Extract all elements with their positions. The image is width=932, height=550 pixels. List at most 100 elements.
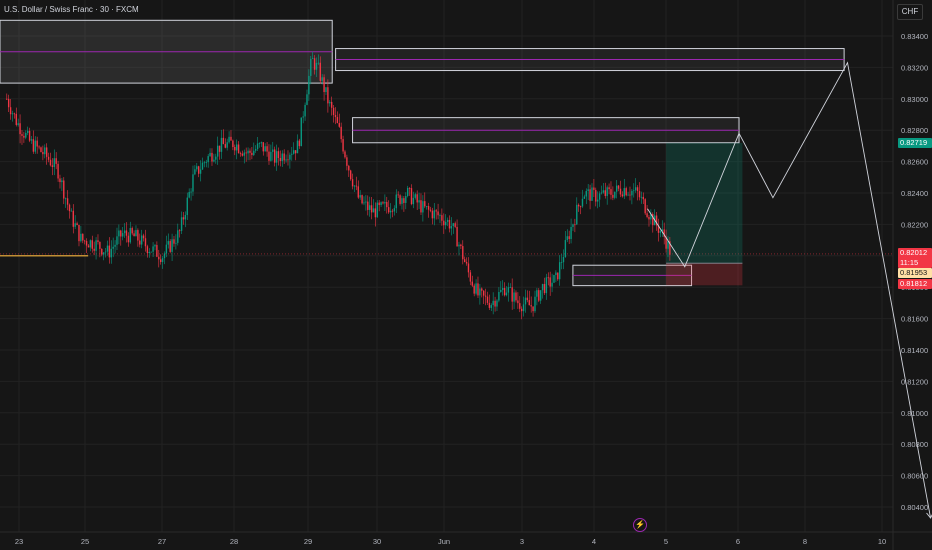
- y-tick-label: 0.81400: [901, 346, 928, 355]
- candle-body: [557, 272, 559, 280]
- candle-body: [593, 187, 595, 190]
- candle-body: [361, 195, 363, 204]
- candle-body: [558, 262, 561, 280]
- current-price-label: 0.82012: [900, 247, 928, 257]
- candle-body: [125, 230, 128, 236]
- candle-body: [482, 290, 485, 296]
- x-tick-label: 25: [81, 537, 89, 546]
- candle-body: [177, 230, 179, 243]
- candle-body: [496, 300, 498, 307]
- candle-body: [484, 295, 487, 297]
- candle-body: [209, 152, 211, 157]
- candle-body: [224, 144, 226, 148]
- candle-body: [365, 201, 367, 203]
- candle-body: [389, 210, 392, 213]
- candle-body: [612, 194, 614, 198]
- candle-body: [458, 244, 460, 247]
- x-tick-label: 28: [230, 537, 238, 546]
- candle-body: [287, 159, 289, 161]
- lightning-icon[interactable]: ⚡: [633, 518, 647, 532]
- candle-body: [589, 189, 591, 201]
- candle-body: [648, 216, 650, 220]
- candle-body: [190, 191, 192, 193]
- candle-body: [205, 162, 207, 163]
- candle-body: [220, 137, 223, 152]
- candle-body: [443, 220, 445, 226]
- candle-body: [600, 192, 603, 194]
- candle-body: [66, 198, 69, 205]
- candle-body: [397, 194, 399, 196]
- candle-body: [522, 304, 525, 312]
- y-tick-label: 0.83400: [901, 32, 928, 41]
- candle-body: [463, 259, 466, 262]
- candle-body: [492, 300, 494, 306]
- y-tick-label: 0.80800: [901, 440, 928, 449]
- candle-body: [501, 287, 504, 290]
- candle-body: [627, 194, 629, 196]
- candle-body: [80, 233, 82, 242]
- take-profit-area: [666, 142, 743, 264]
- candle-body: [325, 87, 327, 93]
- candle-body: [446, 219, 449, 222]
- candle-body: [121, 233, 124, 237]
- candle-body: [298, 140, 301, 147]
- candle-body: [28, 130, 31, 141]
- candle-body: [663, 229, 665, 237]
- candle-body: [182, 217, 185, 220]
- candle-body: [175, 242, 177, 244]
- candle-body: [399, 195, 401, 204]
- candle-body: [329, 101, 331, 104]
- candle-body: [112, 246, 114, 249]
- candle-body: [167, 241, 169, 245]
- candle-body: [63, 180, 65, 199]
- candle-body: [454, 223, 456, 227]
- candle-body: [353, 185, 356, 187]
- candle-body: [76, 223, 78, 225]
- candle-body: [348, 165, 350, 171]
- candle-body: [188, 191, 190, 198]
- candle-body: [104, 251, 107, 253]
- candle-body: [452, 223, 454, 227]
- candle-body: [450, 226, 453, 229]
- candle-body: [53, 158, 55, 167]
- entry-price-tag: 0.81953: [898, 267, 932, 278]
- candle-body: [467, 263, 470, 273]
- candle-body: [490, 305, 492, 308]
- grid: [0, 0, 893, 532]
- y-tick-label: 0.83200: [901, 63, 928, 72]
- candle-body: [87, 245, 90, 248]
- candle-body: [665, 236, 667, 249]
- current-price-tag: 0.82012 11:15: [898, 247, 932, 268]
- candle-body: [197, 166, 200, 174]
- candle-body: [475, 283, 477, 294]
- candle-body: [201, 162, 204, 170]
- candle-body: [414, 194, 416, 198]
- candle-body: [163, 253, 166, 259]
- candle-body: [315, 62, 318, 70]
- candle-body: [169, 241, 171, 252]
- currency-button[interactable]: CHF: [897, 4, 923, 20]
- candle-body: [634, 187, 637, 191]
- candle-body: [144, 238, 147, 247]
- candle-body: [196, 166, 198, 170]
- candle-body: [532, 306, 534, 312]
- candle-body: [139, 240, 141, 245]
- candle-body: [156, 245, 158, 257]
- candle-body: [239, 152, 242, 154]
- candle-body: [528, 300, 530, 306]
- candle-body: [55, 158, 57, 164]
- candle-body: [657, 225, 660, 233]
- candle-body: [520, 308, 523, 312]
- candle-body: [49, 159, 52, 166]
- candle-body: [234, 146, 236, 151]
- candle-body: [650, 213, 652, 220]
- candle-body: [342, 139, 344, 152]
- candle-body: [515, 292, 517, 301]
- candle-body: [78, 224, 80, 242]
- candle-body: [595, 189, 597, 202]
- candle-body: [186, 197, 188, 216]
- candle-body: [38, 146, 40, 148]
- candle-body: [408, 187, 411, 189]
- candle-body: [82, 233, 84, 241]
